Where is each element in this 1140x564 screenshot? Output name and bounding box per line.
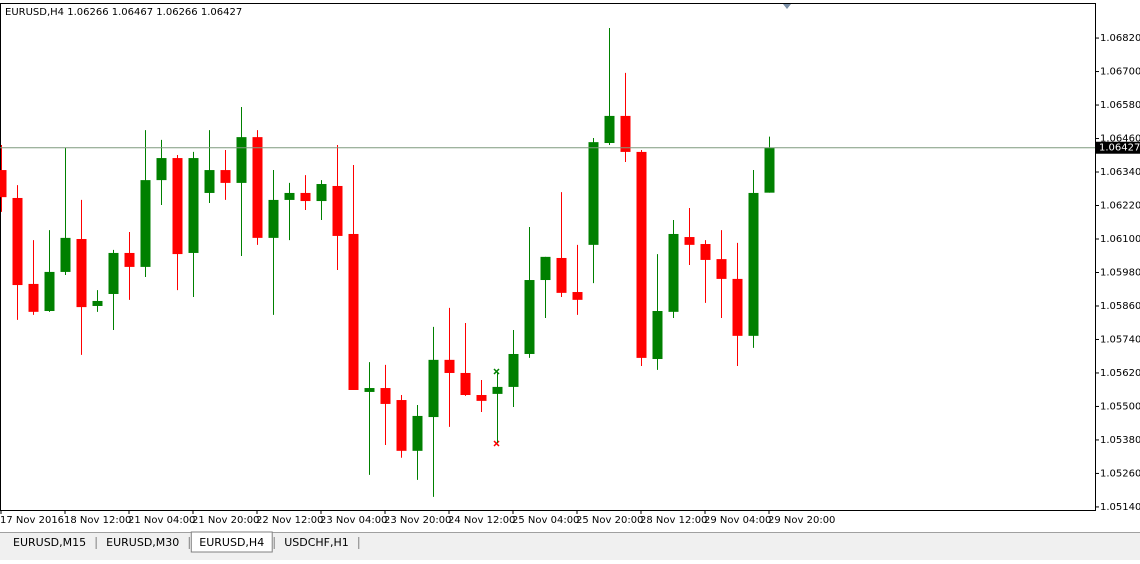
y-tick-label: 1.05500 [1100, 401, 1140, 412]
tab[interactable]: EURUSD,M15 [13, 536, 86, 549]
candle-body [476, 395, 487, 401]
tab-bar [0, 532, 1140, 560]
candle-body [76, 238, 87, 308]
candle-body [700, 244, 711, 260]
candle-body [28, 283, 39, 312]
candle-body [124, 252, 135, 267]
candle-body [492, 386, 503, 394]
y-tick-label: 1.06220 [1100, 201, 1140, 212]
candle-body [556, 257, 567, 293]
active-tab-bg [190, 531, 273, 553]
candle-body [364, 388, 375, 392]
y-tick-label: 1.06580 [1100, 100, 1140, 111]
tab[interactable]: EURUSD,H4 [199, 536, 264, 549]
header-close: 1.06427 [201, 7, 242, 18]
y-tick-label: 1.05140 [1100, 502, 1140, 513]
candle-body [284, 192, 295, 200]
candle-body [204, 170, 215, 193]
y-tick-label: 1.05620 [1100, 368, 1140, 379]
candle-body [60, 237, 71, 272]
y-tick-label: 1.06700 [1100, 67, 1140, 78]
candle-body [0, 170, 7, 198]
candle-body [92, 300, 103, 306]
candle-body [540, 256, 551, 281]
candle-body [636, 151, 647, 358]
trade-markers [493, 368, 500, 447]
y-tick-label: 1.05380 [1100, 435, 1140, 446]
y-tick-label: 1.06820 [1100, 33, 1140, 44]
candle-body [716, 259, 727, 279]
candle-body [396, 400, 407, 451]
x-tick-label: 21 Nov 20:00 [192, 515, 259, 526]
candle-body [524, 280, 535, 354]
candle-body [220, 170, 231, 183]
candle-body [140, 180, 151, 267]
candle-body [268, 199, 279, 238]
x-tick-label: 23 Nov 20:00 [384, 515, 451, 526]
candle-body [108, 252, 119, 294]
chart-header: EURUSD,H4 1.06266 1.06467 1.06266 1.0642… [5, 7, 242, 18]
candle-body [508, 353, 519, 387]
entry-marker [493, 368, 500, 375]
x-tick-label: 29 Nov 20:00 [768, 515, 835, 526]
candle-body [748, 192, 759, 336]
symbol: EURUSD,H4 [5, 7, 64, 18]
candle-body [428, 359, 439, 418]
candle-body [684, 237, 695, 245]
y-tick-label: 1.05740 [1100, 334, 1140, 345]
candle-body [412, 415, 423, 451]
exit-marker [493, 440, 500, 447]
candle-body [652, 311, 663, 360]
candle-body [236, 137, 247, 183]
shift-marker [783, 4, 791, 9]
x-tick-label: 17 Nov 2016 [0, 515, 64, 526]
y-tick-label: 1.05260 [1100, 468, 1140, 479]
candle-body [572, 292, 583, 300]
candle-body [156, 158, 167, 181]
tab[interactable]: EURUSD,M30 [106, 536, 179, 549]
candle-body [252, 137, 263, 238]
candle-body [764, 147, 775, 193]
candle-body [604, 115, 615, 143]
y-tick-label: 1.05980 [1100, 267, 1140, 278]
candle-body [348, 233, 359, 390]
candle-body [44, 271, 55, 312]
header-low: 1.06266 [156, 7, 197, 18]
x-tick-label: 23 Nov 04:00 [320, 515, 387, 526]
header-high: 1.06467 [112, 7, 153, 18]
candle-body [380, 388, 391, 404]
x-tick-label: 24 Nov 12:00 [448, 515, 515, 526]
candle-body [732, 278, 743, 336]
candle-body [588, 142, 599, 245]
x-tick-label: 29 Nov 04:00 [704, 515, 771, 526]
x-tick-label: 22 Nov 12:00 [256, 515, 323, 526]
candle-body [332, 185, 343, 236]
current-price-box [1096, 141, 1140, 154]
x-tick-label: 28 Nov 12:00 [640, 515, 707, 526]
y-tick-label: 1.06460 [1100, 134, 1140, 145]
x-tick-label: 18 Nov 12:00 [64, 515, 131, 526]
current-price-label: 1.06427 [1099, 143, 1140, 154]
candle-body [188, 158, 199, 253]
candle-body [668, 233, 679, 312]
candle-body [12, 197, 23, 286]
header-open: 1.06266 [67, 7, 108, 18]
y-tick-label: 1.06340 [1100, 167, 1140, 178]
x-tick-label: 25 Nov 20:00 [576, 515, 643, 526]
candle-body [300, 192, 311, 202]
tab[interactable]: USDCHF,H1 [284, 536, 349, 549]
candle-body [172, 158, 183, 255]
x-tick-label: 21 Nov 04:00 [128, 515, 195, 526]
y-tick-label: 1.05860 [1100, 301, 1140, 312]
y-tick-label: 1.06100 [1100, 234, 1140, 245]
candle-body [444, 359, 455, 373]
candle-body [460, 372, 471, 396]
candle-body [620, 115, 631, 152]
x-tick-label: 25 Nov 04:00 [512, 515, 579, 526]
candle-body [316, 184, 327, 202]
